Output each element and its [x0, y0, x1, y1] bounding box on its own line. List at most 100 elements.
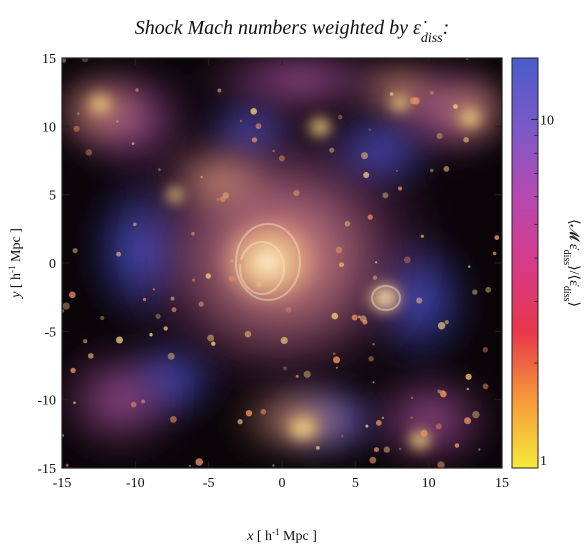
x-tick-label: -15 [53, 476, 72, 491]
y-tick-label: 5 [49, 189, 56, 204]
halo-spot [272, 149, 275, 153]
halo-spot [361, 152, 368, 160]
halo-spot [133, 222, 137, 227]
halo-spot [420, 234, 424, 238]
halo-spot [83, 339, 88, 344]
halo-spot [335, 366, 338, 369]
halo-spot [88, 353, 94, 359]
halo-spot [163, 326, 168, 331]
halo-spot [207, 334, 215, 342]
halo-spot [167, 352, 175, 360]
halo-spot [429, 168, 434, 173]
halo-spot [482, 383, 489, 390]
y-tick-label: 15 [42, 52, 56, 67]
halo-spot [171, 307, 177, 313]
halo-spot [374, 447, 379, 453]
halo-spot [191, 231, 195, 236]
halo-spot [135, 88, 139, 92]
halo-spot [372, 381, 375, 384]
halo-spot [435, 423, 442, 430]
halo-spot [478, 448, 481, 451]
halo-spot [295, 374, 299, 378]
halo-spot [375, 420, 382, 426]
halo-spot [69, 291, 76, 299]
colorbar-tick-label: 10 [540, 113, 554, 128]
halo-spot [375, 261, 378, 264]
chart-title: Shock Mach numbers weighted by ε̇diss: [135, 17, 450, 46]
halo-spot [149, 333, 153, 337]
colorbar [511, 57, 539, 469]
halo-spot [278, 155, 285, 162]
halo-spot [303, 370, 311, 378]
colorbar-ticks: 10 1 [531, 113, 554, 469]
halo-spot [244, 331, 252, 338]
halo-spot [239, 119, 243, 123]
halo-spot [381, 416, 385, 420]
halo-spot [339, 262, 344, 268]
halo-spot [333, 356, 340, 364]
halo-spot [238, 259, 244, 265]
colorbar-label: ⟨𝓜 ε̇diss⟩/⟨ε̇diss⟩ [562, 219, 582, 307]
y-tick-label: -15 [37, 462, 56, 477]
halo-spot [219, 196, 226, 203]
halo-spot [331, 312, 339, 320]
halo-spot [72, 248, 78, 254]
halo-spot [372, 343, 375, 346]
halo-spot [285, 306, 292, 313]
halo-spot [368, 128, 372, 132]
halo-spot [372, 275, 378, 280]
halo-spot [256, 281, 262, 288]
x-axis: -15 -10 -5 0 5 10 15 [53, 58, 509, 491]
halo-spot [200, 175, 203, 179]
halo-spot [363, 172, 370, 178]
halo-spot [155, 313, 161, 319]
halo-spot [257, 234, 260, 237]
halo-spot [260, 409, 267, 415]
halo-spot [116, 336, 123, 344]
halo-spot [383, 446, 390, 453]
halo-spot [250, 108, 257, 115]
halo-spot [436, 133, 443, 139]
halo-spot [485, 286, 492, 293]
halo-spot [116, 120, 119, 123]
halo-spot [255, 123, 262, 129]
halo-spot [463, 137, 469, 143]
halo-spot [464, 417, 472, 425]
halo-spot [293, 189, 300, 197]
halo-spot [205, 273, 211, 279]
halo-spot [73, 125, 80, 132]
halo-spot [357, 315, 361, 319]
halo-spot [351, 314, 358, 321]
halo-spot [283, 366, 287, 371]
halo-spot [368, 356, 374, 362]
halo-spot [195, 458, 203, 466]
halo-spot [284, 229, 288, 233]
halo-spot [142, 297, 147, 302]
halo-spot [467, 265, 471, 268]
halo-spot [231, 259, 234, 263]
halo-spot [198, 301, 204, 307]
x-tick-label: 5 [352, 476, 359, 491]
halo-spot [335, 246, 343, 254]
halo-spot [494, 235, 500, 241]
halo-spot [188, 464, 191, 467]
halo-spot [170, 416, 177, 423]
x-tick-label: 15 [495, 476, 509, 491]
halo-spot [245, 410, 253, 417]
halo-spot [444, 320, 449, 325]
halo-spot [344, 221, 351, 227]
heatmap-halo-spots [62, 58, 500, 468]
halo-spot [216, 197, 220, 201]
halo-spot [472, 289, 478, 295]
colorbar-tick-label: 1 [540, 454, 547, 469]
halo-spot [62, 58, 66, 63]
halo-spot [395, 169, 398, 172]
halo-spot [73, 401, 76, 405]
halo-spot [130, 401, 137, 408]
halo-spot [437, 389, 442, 394]
halo-spot [411, 396, 414, 399]
x-tick-label: -5 [203, 476, 215, 491]
halo-spot [365, 424, 369, 428]
halo-spot [337, 114, 343, 120]
